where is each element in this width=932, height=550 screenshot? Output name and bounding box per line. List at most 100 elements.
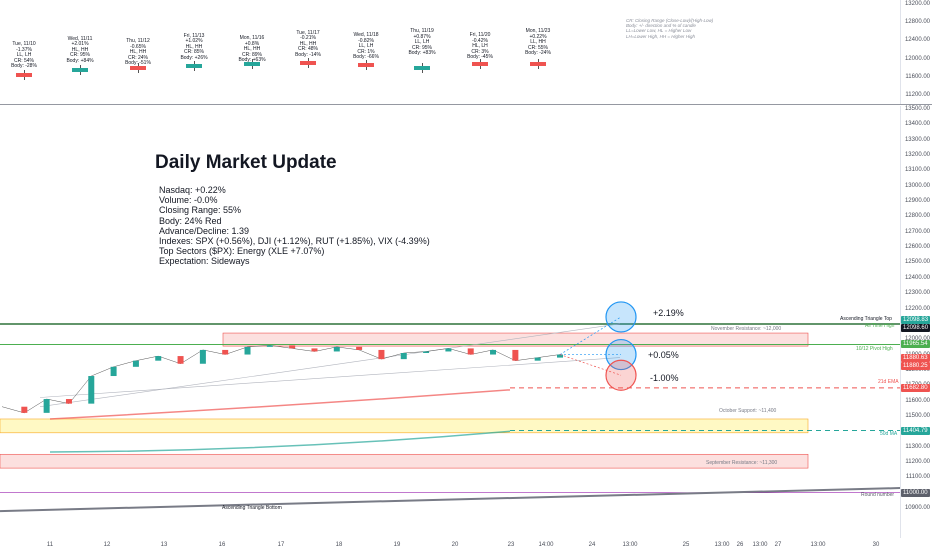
day-stat-line: CR: 85% [183,49,204,56]
top-axis-tick-label: 11600.00 [905,73,930,80]
day-stat-line: CR: 55% [527,44,548,51]
day-stat-line: -0.82% [358,37,374,44]
day-stat-line: Body: +83% [408,50,436,57]
day-stat-line: LL, LH [414,39,430,46]
day-stat-line: LL, HH [530,39,546,46]
x-tick-label: 23 [507,542,515,548]
price-candle [289,345,296,349]
price-candle [333,346,340,352]
x-tick-label: 13:00 [714,542,730,548]
x-tick-label: 14:00 [538,542,554,548]
y-tick-label: 12600.00 [904,244,930,251]
day-stat-card: Fri, 11/20 -0.42% HL, LH CR: 3% Body: -45% [456,32,504,61]
day-stat-line: CR: 89% [241,51,262,58]
day-stat-line: CR: 48% [297,46,318,53]
day-stat-line: Mon, 11/23 [525,28,551,34]
november-resistance-label: November Resistance: ~12,000 [711,326,782,332]
ath-label: All Time High [865,323,895,329]
y-tick-label: 13300.00 [904,136,930,143]
update-closing-range: Closing Range: 55% [159,205,242,216]
level-zone [0,453,809,469]
y-tick-label: 11100.00 [905,474,930,481]
y-tick-label: 11800.00 [905,366,930,373]
day-stat-line: HL, LH [472,43,488,50]
update-expectation: Expectation: Sideways [159,256,250,267]
ema-label: 21d EMA [878,379,899,385]
x-tick-label: 12 [103,542,111,548]
y-tick-label: 13500.00 [904,106,930,112]
price-candle [88,376,95,404]
pane-separator[interactable] [0,104,932,105]
day-stat-line: -0.65% [130,43,146,50]
top-axis-tick-label: 11200.00 [905,92,930,98]
day-stat-line: HL, HH [129,49,147,56]
price-candle [311,348,318,352]
price-candle [490,349,497,355]
main-chart-pane[interactable] [0,106,901,538]
sma-curve [49,430,511,453]
price-candle [467,348,474,355]
x-tick-label: 30 [872,542,880,548]
day-candle-bar [472,62,488,66]
x-tick-label: 17 [277,542,285,548]
september-resistance-label: September Resistance: ~11,300 [706,460,778,466]
day-candle-bar [414,66,430,70]
price-tag: 11880.63 [901,353,930,362]
day-stat-line: +1.02% [185,38,203,45]
day-candle-bar [72,68,88,72]
y-tick-label: 12800.00 [904,213,930,220]
day-stat-line: HL, HH [243,46,261,53]
price-candle [356,346,363,350]
time-axis[interactable]: 11 12 13 16 17 18 19 20 23 14:00 24 13:00 25 13:00 26 1… [0,538,900,550]
update-body: Body: 24% Red [159,215,222,226]
price-candle [423,351,430,354]
y-tick-label: 11500.00 [905,412,930,419]
day-candle-bar [16,73,32,77]
x-tick-label: 27 [774,542,782,548]
price-tag: 11404.79 [901,426,930,435]
y-tick-label: 12500.00 [904,259,930,266]
day-stat-line: Tue, 11/10 [12,41,36,47]
day-stat-line: Body: -66% [353,54,379,61]
x-tick-label: 18 [335,542,343,548]
update-title: Daily Market Update [155,152,337,173]
day-stat-line: CR: 24% [127,54,148,61]
day-stat-line: CR: 1% [357,48,375,55]
update-nasdaq: Nasdaq: +0.22% [159,185,226,195]
price-candle [557,354,563,358]
day-stat-line: +0.22% [529,33,547,40]
projection-guide [39,323,621,408]
day-stat-card: Fri, 11/13 +1.02% HL, HH CR: 85% Body: +26% [170,33,218,62]
y-tick-label: 10900.00 [904,505,930,511]
day-stat-line: HL, HH [185,43,203,50]
scenario-down-label: -1.00% [650,373,679,383]
price-candle [445,348,452,352]
scenario-up-label: +2.19% [653,308,684,318]
price-candle [199,349,206,364]
day-stat-line: -0.21% [300,35,316,42]
day-candle-bar [358,63,374,67]
price-tag: 11965.54 [901,340,930,349]
scenario-down-circle [605,359,637,391]
x-tick-label: 20 [451,542,459,548]
day-stat-line: CR: 95% [411,44,432,51]
pivot-label: 10/12 Pivot High [856,346,893,352]
x-tick-label: 26 [736,542,744,548]
x-tick-label: 11 [46,542,54,548]
day-stat-line: CR: 95% [69,52,90,59]
day-stat-card: Wed, 11/18 -0.82% LL, LH CR: 1% Body: -66% [342,32,390,61]
y-tick-label: 11200.00 [905,458,930,465]
day-stat-line: Body: -24% [525,50,551,57]
day-stat-line: Thu, 11/19 [410,28,434,34]
day-stat-card: Tue, 11/17 -0.21% HL, HH CR: 48% Body: -14% [284,30,332,59]
price-chart[interactable] [0,106,900,538]
price-tag: 11880.25 [901,361,930,370]
x-tick-label: 24 [588,542,596,548]
top-axis-tick-label: 12800.00 [904,19,930,26]
day-candle-bar [186,64,202,68]
day-stat-line: Body: -51% [125,60,151,67]
price-candle [400,353,407,360]
legend-line: LH=Lower High, HH = Higher High [626,33,696,39]
x-tick-label: 13:00 [622,542,638,548]
top-price-axis[interactable]: 13200.00 12800.00 12400.00 12000.00 11600.00… [900,0,932,104]
